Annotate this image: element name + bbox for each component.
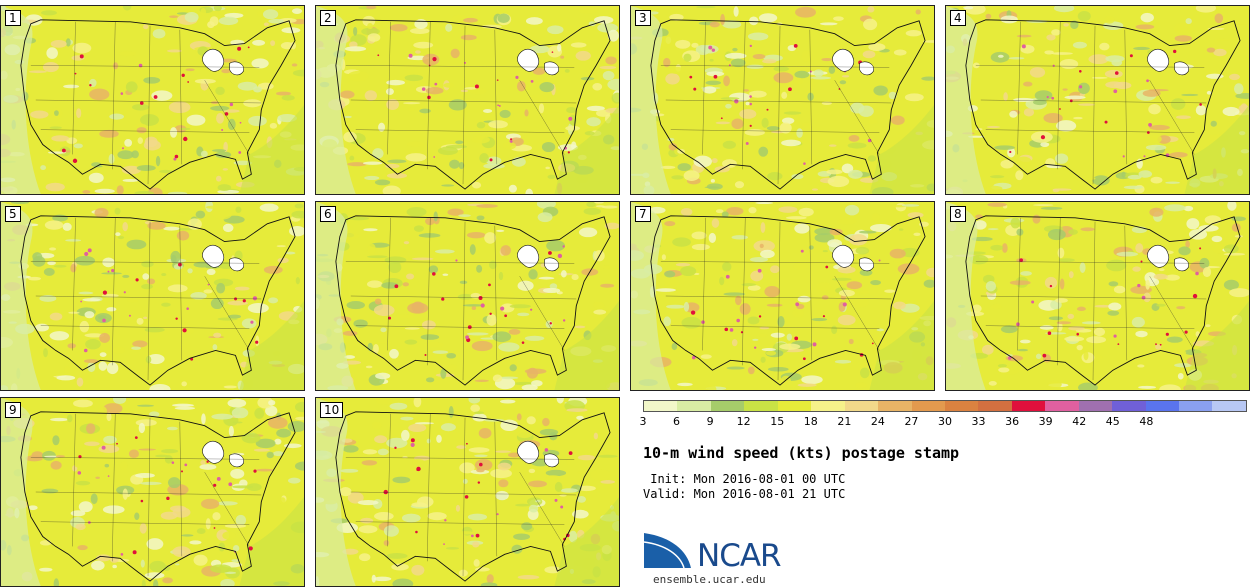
- page-title: 10-m wind speed (kts) postage stamp: [643, 444, 960, 462]
- member-number: 10: [320, 402, 344, 418]
- colorbar-segment: [677, 401, 711, 411]
- wind-map: [946, 6, 1249, 194]
- colorbar-segment: [944, 401, 979, 411]
- ensemble-member-panel-3[interactable]: 3: [630, 5, 935, 195]
- member-number: 6: [320, 206, 336, 222]
- wind-map: [316, 6, 619, 194]
- ensemble-member-panel-2[interactable]: 2: [315, 5, 620, 195]
- ensemble-member-panel-7[interactable]: 7: [630, 201, 935, 391]
- colorbar-tick-label: 42: [1072, 415, 1087, 428]
- colorbar-segment: [1212, 401, 1246, 411]
- colorbar-tick-label: 48: [1139, 415, 1154, 428]
- colorbar-segment: [911, 401, 945, 411]
- wind-map: [1, 6, 304, 194]
- member-number: 4: [950, 10, 966, 26]
- colorbar-segment: [777, 401, 812, 411]
- init-time: Init: Mon 2016-08-01 00 UTC: [643, 472, 846, 486]
- colorbar-tick-label: 33: [971, 415, 986, 428]
- ensemble-member-panel-8[interactable]: 8: [945, 201, 1250, 391]
- ensemble-member-panel-10[interactable]: 10: [315, 397, 620, 587]
- colorbar-segment: [644, 401, 678, 411]
- colorbar-tick-label: 27: [904, 415, 919, 428]
- colorbar-segment: [878, 401, 912, 411]
- ensemble-member-panel-6[interactable]: 6: [315, 201, 620, 391]
- colorbar-segment: [744, 401, 778, 411]
- ncar-logo-icon: [643, 531, 693, 569]
- member-number: 3: [635, 10, 651, 26]
- colorbar-tick-label: 15: [770, 415, 785, 428]
- colorbar: [643, 400, 1247, 412]
- wind-map: [316, 398, 619, 586]
- colorbar-segment: [710, 401, 745, 411]
- colorbar-tick-label: 18: [803, 415, 818, 428]
- colorbar-tick-label: 3: [639, 415, 647, 428]
- colorbar-tick-label: 45: [1105, 415, 1120, 428]
- colorbar-segment: [844, 401, 879, 411]
- member-number: 1: [5, 10, 21, 26]
- ensemble-member-panel-1[interactable]: 1: [0, 5, 305, 195]
- wind-map: [631, 202, 934, 390]
- colorbar-tick-label: 24: [870, 415, 885, 428]
- wind-map: [1, 202, 304, 390]
- colorbar-tick-label: 9: [706, 415, 714, 428]
- member-number: 7: [635, 206, 651, 222]
- colorbar-tick-label: 39: [1038, 415, 1053, 428]
- colorbar-tick-label: 36: [1005, 415, 1020, 428]
- colorbar-segment: [1011, 401, 1046, 411]
- colorbar-segment: [1145, 401, 1179, 411]
- wind-map: [946, 202, 1249, 390]
- site-url: ensemble.ucar.edu: [653, 573, 766, 586]
- colorbar-segment: [1179, 401, 1213, 411]
- colorbar-ticks: 3 6 9 12 15 18 21 24 27 30 33 36 39 42 45 48: [639, 415, 1247, 429]
- wind-map: [1, 398, 304, 586]
- ensemble-member-panel-4[interactable]: 4: [945, 5, 1250, 195]
- ncar-logo-text: NCAR: [697, 538, 782, 574]
- colorbar-tick-label: 6: [673, 415, 681, 428]
- colorbar-segment: [978, 401, 1012, 411]
- wind-map: [631, 6, 934, 194]
- colorbar-segment: [1078, 401, 1113, 411]
- colorbar-segment: [1112, 401, 1146, 411]
- colorbar-tick-label: 21: [837, 415, 852, 428]
- member-number: 8: [950, 206, 966, 222]
- colorbar-tick-label: 30: [938, 415, 952, 428]
- ensemble-member-panel-5[interactable]: 5: [0, 201, 305, 391]
- colorbar-segment: [811, 401, 845, 411]
- wind-map: [316, 202, 619, 390]
- colorbar-segment: [1045, 401, 1079, 411]
- member-number: 2: [320, 10, 336, 26]
- colorbar-tick-label: 12: [736, 415, 751, 428]
- ensemble-member-panel-9[interactable]: 9: [0, 397, 305, 587]
- member-number: 9: [5, 402, 21, 418]
- member-number: 5: [5, 206, 21, 222]
- valid-time: Valid: Mon 2016-08-01 21 UTC: [643, 487, 846, 501]
